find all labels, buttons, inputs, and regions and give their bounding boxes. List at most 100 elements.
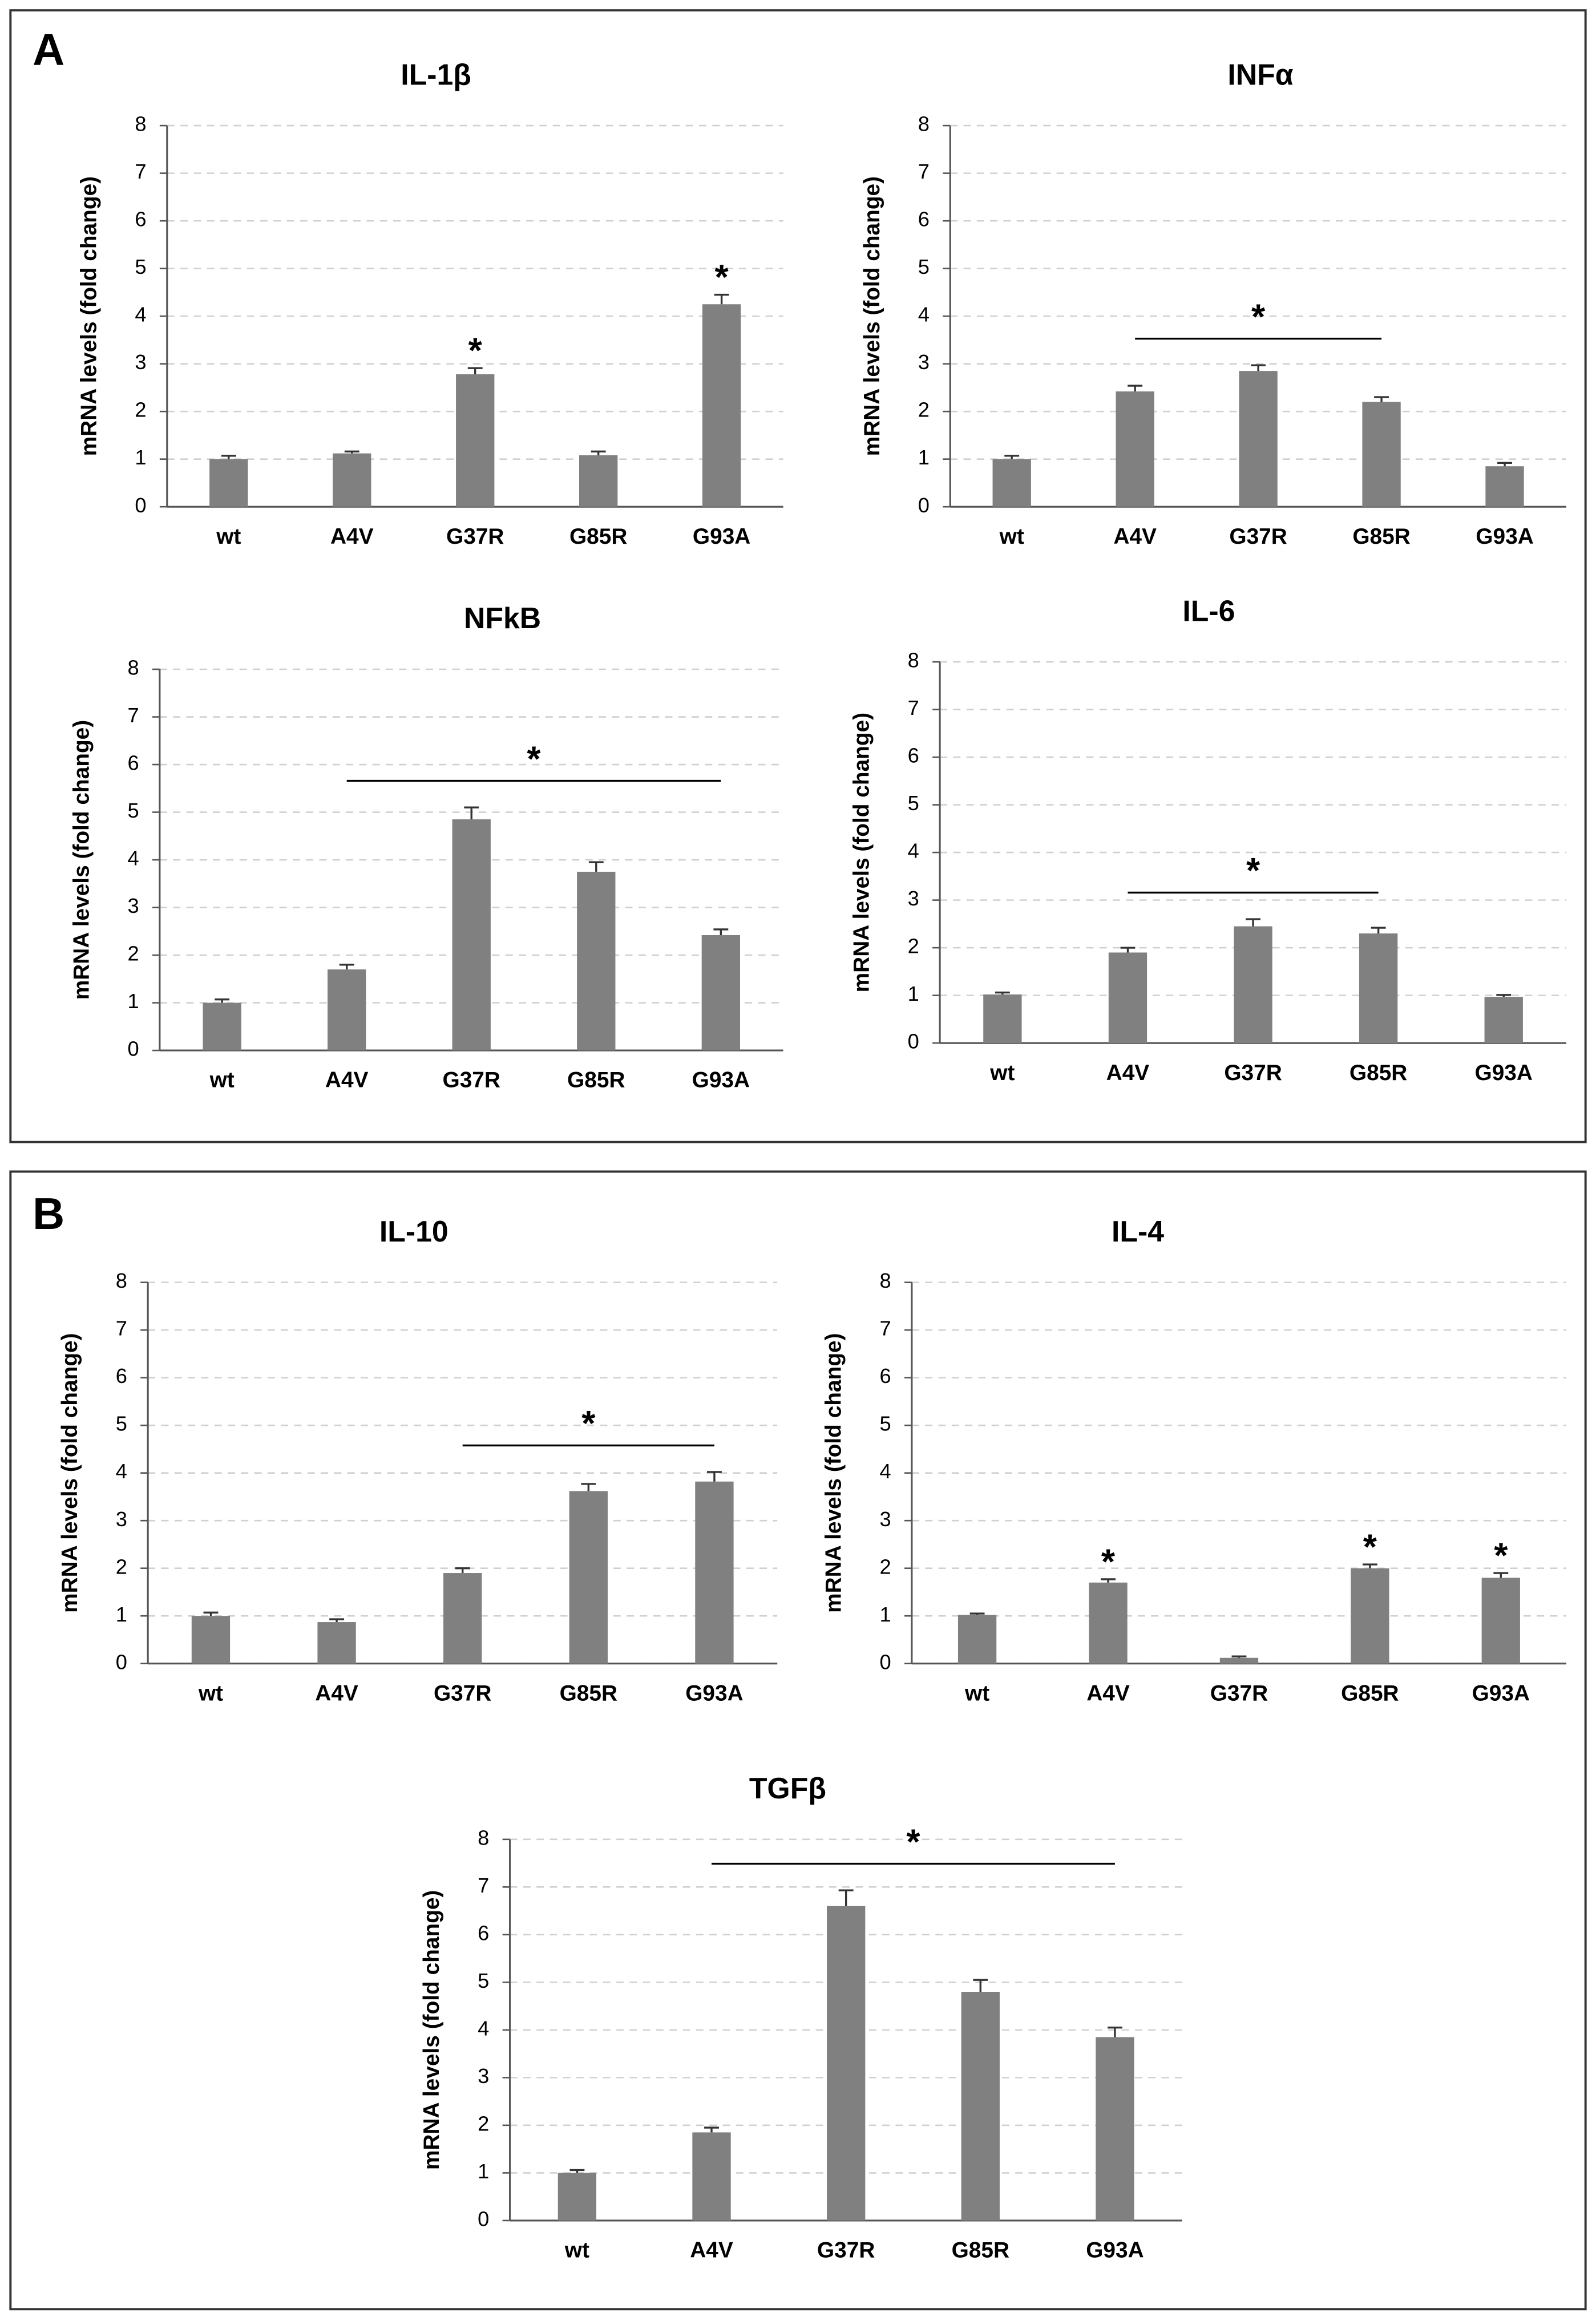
bar [577, 871, 616, 1051]
chart-title: INFα [1227, 58, 1293, 91]
x-tick-label: wt [209, 1068, 235, 1093]
bar [203, 1002, 241, 1051]
y-tick-label: 6 [879, 1364, 891, 1388]
y-tick-label: 5 [127, 799, 139, 822]
x-tick-label: G93A [1472, 1681, 1530, 1705]
bar [1484, 997, 1523, 1044]
significance-star: * [468, 331, 483, 371]
bar [692, 2132, 731, 2221]
error-bar [1251, 364, 1266, 371]
bar [992, 459, 1031, 507]
y-tick-label: 8 [116, 1269, 127, 1292]
bar [1239, 371, 1278, 507]
significance-star: * [906, 1822, 920, 1862]
significance-star: * [527, 739, 541, 779]
y-axis-label: mRNA levels (fold change) [850, 713, 874, 992]
y-tick-label: 5 [135, 255, 146, 278]
y-tick-label: 4 [127, 847, 139, 870]
error-bar [569, 2169, 585, 2173]
bar [317, 1622, 356, 1664]
significance-star: * [1101, 1542, 1116, 1582]
y-tick-label: 8 [879, 1269, 891, 1292]
x-tick-label: G85R [567, 1068, 625, 1093]
y-tick-label: 3 [908, 887, 919, 910]
x-tick-label: G85R [1341, 1681, 1399, 1705]
x-tick-label: G93A [1476, 524, 1533, 549]
y-tick-label: 7 [879, 1317, 891, 1340]
x-tick-label: wt [964, 1681, 989, 1705]
y-tick-label: 6 [127, 751, 139, 775]
error-bar [1128, 385, 1143, 392]
x-tick-label: G37R [817, 2238, 875, 2263]
bar [557, 2173, 597, 2221]
x-tick-label: A4V [1106, 1061, 1150, 1085]
error-bar [1120, 947, 1136, 953]
y-axis-label: mRNA levels (fold change) [822, 1333, 846, 1612]
x-tick-label: G37R [1210, 1681, 1268, 1705]
y-tick-label: 8 [127, 656, 139, 680]
significance-star: * [581, 1404, 596, 1443]
y-tick-label: 2 [116, 1555, 127, 1578]
y-axis-label: mRNA levels (fold change) [58, 1333, 82, 1612]
x-tick-label: G93A [685, 1681, 743, 1705]
y-tick-label: 0 [478, 2207, 489, 2230]
bar [328, 969, 366, 1051]
bar [1485, 466, 1524, 507]
bar [579, 455, 618, 507]
error-bar [1371, 927, 1386, 934]
significance-star: * [715, 258, 729, 297]
x-tick-label: A4V [330, 524, 374, 549]
y-tick-label: 5 [908, 791, 919, 815]
error-bar [344, 450, 359, 454]
y-tick-label: 4 [908, 839, 919, 863]
panel-box [9, 9, 1587, 1143]
y-tick-label: 6 [116, 1364, 127, 1388]
error-bar [969, 1612, 985, 1615]
bar [1096, 2037, 1134, 2221]
bar [443, 1573, 482, 1664]
y-tick-label: 1 [116, 1603, 127, 1626]
error-bar [973, 1979, 988, 1992]
chart-title: IL-10 [379, 1215, 449, 1248]
bar [1362, 402, 1401, 507]
x-tick-label: G37R [1229, 524, 1287, 549]
y-axis-label: mRNA levels (fold change) [69, 720, 94, 1000]
bar [983, 994, 1022, 1044]
x-tick-label: A4V [690, 2238, 733, 2263]
y-tick-label: 3 [879, 1507, 891, 1531]
x-tick-label: wt [198, 1681, 223, 1705]
y-tick-label: 7 [116, 1317, 127, 1340]
y-tick-label: 5 [116, 1412, 127, 1436]
y-axis-label: mRNA levels (fold change) [419, 1890, 444, 2170]
chart-title: IL-6 [1182, 594, 1235, 627]
panel-label: A [33, 26, 64, 75]
bar [695, 1481, 734, 1664]
bar [1359, 933, 1398, 1044]
y-tick-label: 6 [918, 208, 930, 231]
y-tick-label: 6 [478, 1921, 489, 1944]
error-bar [704, 2126, 719, 2133]
y-tick-label: 7 [478, 1874, 489, 1897]
y-tick-label: 7 [908, 696, 919, 719]
significance-star: * [1363, 1528, 1377, 1567]
y-tick-label: 2 [478, 2112, 489, 2135]
error-bar [714, 293, 729, 305]
bar [1351, 1568, 1389, 1664]
x-tick-label: wt [999, 524, 1024, 549]
error-bar [588, 861, 604, 872]
bar [701, 935, 740, 1051]
x-tick-label: wt [989, 1061, 1015, 1085]
y-tick-label: 1 [478, 2160, 489, 2183]
significance-star: * [1251, 297, 1266, 337]
error-bar [1107, 2027, 1122, 2037]
x-tick-label: G93A [693, 524, 750, 549]
y-tick-label: 8 [908, 649, 919, 672]
y-tick-label: 2 [908, 935, 919, 958]
error-bar [838, 1889, 854, 1906]
y-tick-label: 1 [918, 446, 930, 469]
y-tick-label: 2 [127, 942, 139, 965]
error-bar [995, 991, 1010, 994]
y-tick-label: 2 [135, 398, 146, 422]
x-tick-label: A4V [1113, 524, 1157, 549]
